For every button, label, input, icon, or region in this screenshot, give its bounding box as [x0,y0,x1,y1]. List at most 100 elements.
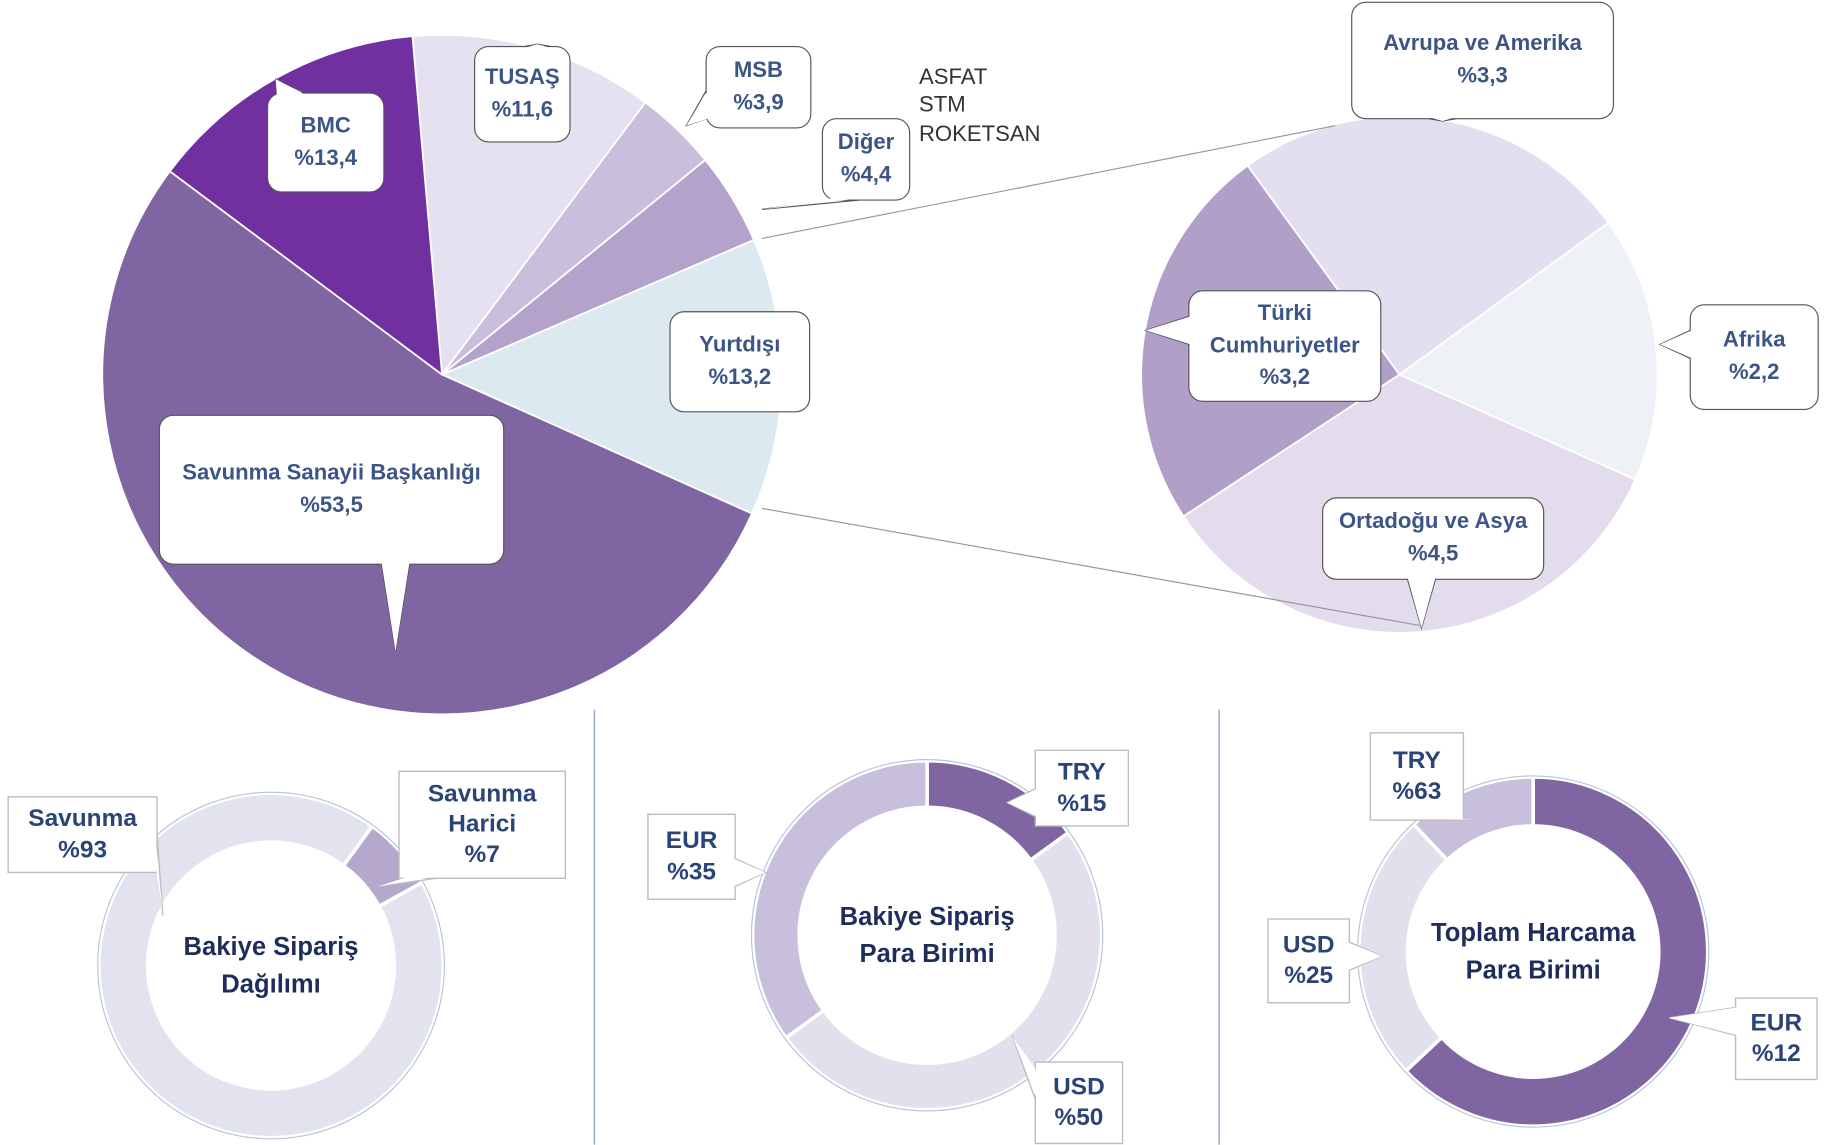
donut-center: Bakiye Sipariş Para Birimi [839,901,1015,968]
callout-box [669,311,811,413]
value-label: %2,2 [1729,360,1780,386]
donut-segment [783,830,1104,1112]
callout-tail-cover [761,198,860,210]
callouts: TUSAŞ %11,6 MSB %3,9 Diğer %4,4 Yurtdışı %13,2 S… [7,1,1819,1145]
callout-text: EUR %12 [1736,998,1817,1079]
value-label: %15 [1057,789,1107,817]
callout-tail-cover [381,562,410,652]
annotation: ROKETSAN [919,121,1041,146]
value-label: %35 [667,857,717,885]
callout-tail-cover [155,835,163,916]
callout-label: Türki Cumhuriyetler %3,2 [1189,291,1381,402]
callout-text: Avrupa ve Amerika %3,3 [1352,2,1614,118]
callout-tail-cover [733,858,766,887]
callout-tail-cover [1347,942,1382,971]
callout-label: Ortadoğu ve Asya %4,5 [1323,498,1544,579]
category-label: Türki Cumhuriyetler [1209,301,1360,358]
callout-text: MSB %3,9 [706,47,811,128]
connector-line [761,507,1422,627]
callout-tail-cover [523,44,552,49]
donut-center: Toplam Harcama Para Birimi [1431,918,1635,984]
category-label: USD [1053,1073,1105,1101]
callout-tail-cover [1428,116,1457,121]
category-label: Ortadoğu ve Asya [1338,510,1528,535]
pie-slice [1397,221,1659,481]
callout-text: TUSAŞ %11,6 [475,47,570,142]
value-label: %7 [464,841,500,868]
donut-title: Bakiye Sipariş Dağılımı [183,931,359,999]
callout-tail-cover [1145,316,1191,345]
callout-text: Afrika %2,2 [1690,305,1818,410]
category-label: USD [1282,931,1335,959]
connector-line [761,125,1336,240]
annotation: ASFAT [919,64,987,89]
callout-text: Ortadoğu ve Asya %4,5 [1323,498,1544,579]
value-label: %53,5 [300,493,363,518]
callout-box [266,92,385,193]
callout-text: TRY %63 [1370,733,1463,820]
donut-outline [97,791,445,1140]
category-label: Savunma Sanayii Başkanlığı [182,461,481,486]
callout-label: TUSAŞ %11,6 [475,47,570,142]
category-label: MSB [733,58,784,84]
callout-box [1369,732,1465,821]
callout-label: Yurtdışı %13,2 [699,333,780,390]
callout-label: Afrika %2,2 [1690,305,1818,410]
callout-tail-cover [1659,330,1692,359]
callout-text: Savunma %93 [8,797,157,873]
category-label: Savunma Harici [427,780,537,838]
callout-label: USD %25 [1268,919,1349,1003]
callout-text: TRY %15 [1035,750,1128,826]
callout-label: Savunma Sanayii Başkanlığı %53,5 [159,415,503,564]
callout-label: Savunma Harici %7 [399,771,565,878]
annotation: STM [919,92,966,117]
callout-text: BMC %13,4 [268,93,384,192]
callout-box [647,813,736,900]
callout-tail-cover [1669,1007,1738,1036]
value-label: %13,4 [294,145,358,171]
donut-title: Bakiye Sipariş Para Birimi [839,901,1015,968]
callout-label: Avrupa ve Amerika %3,3 [1352,2,1614,118]
donut-segment [1403,775,1710,1128]
value-label: %63 [1392,777,1442,805]
callout-text: Diğer %4,4 [822,119,909,200]
donut-outline [750,759,1104,1112]
callout-box [1734,997,1818,1081]
callout-label: USD%50 [1035,1062,1122,1143]
value-label: %3,3 [1457,63,1508,89]
donut-segment [97,791,445,1140]
callout-box [7,796,158,874]
callout-text: Türki Cumhuriyetler %3,2 [1189,291,1381,402]
callout-label: MSB %3,9 [706,47,811,128]
callout-box [705,45,812,129]
donut-segment [341,823,425,909]
callout-box [1188,290,1382,402]
value-label: %93 [58,835,108,863]
value-label: %4,4 [840,162,892,188]
category-label: TUSAŞ [484,65,560,91]
callout-text: Savunma Harici %7 [399,771,565,878]
callout-text: USD %50 [1035,1062,1122,1143]
callout-box [1034,1061,1124,1145]
callout-tail-cover [1407,577,1436,629]
callout-box [1034,749,1130,827]
value-label: %13,2 [708,365,772,390]
callout-text: Savunma Sanayii Başkanlığı %53,5 [159,415,503,564]
category-label: TRY [1392,747,1441,774]
callout-text: EUR %35 [648,814,735,899]
callout-label: TRY %15 [1035,750,1128,826]
callout-label: Savunma%93 [8,797,157,873]
callout-tail-cover [1012,1035,1038,1100]
callout-box [474,45,571,143]
callout-box [1351,1,1615,120]
callout-box [158,414,505,565]
donut-center: Bakiye Sipariş Dağılımı [183,931,359,999]
category-label: Diğer [837,130,895,156]
callout-text: USD %25 [1268,919,1349,1003]
value-label: %25 [1284,962,1334,989]
donut-segment [750,759,929,1041]
callout-label: EUR%35 [648,814,735,899]
callout-tail-cover [1007,788,1038,817]
callout-box [1267,918,1351,1004]
